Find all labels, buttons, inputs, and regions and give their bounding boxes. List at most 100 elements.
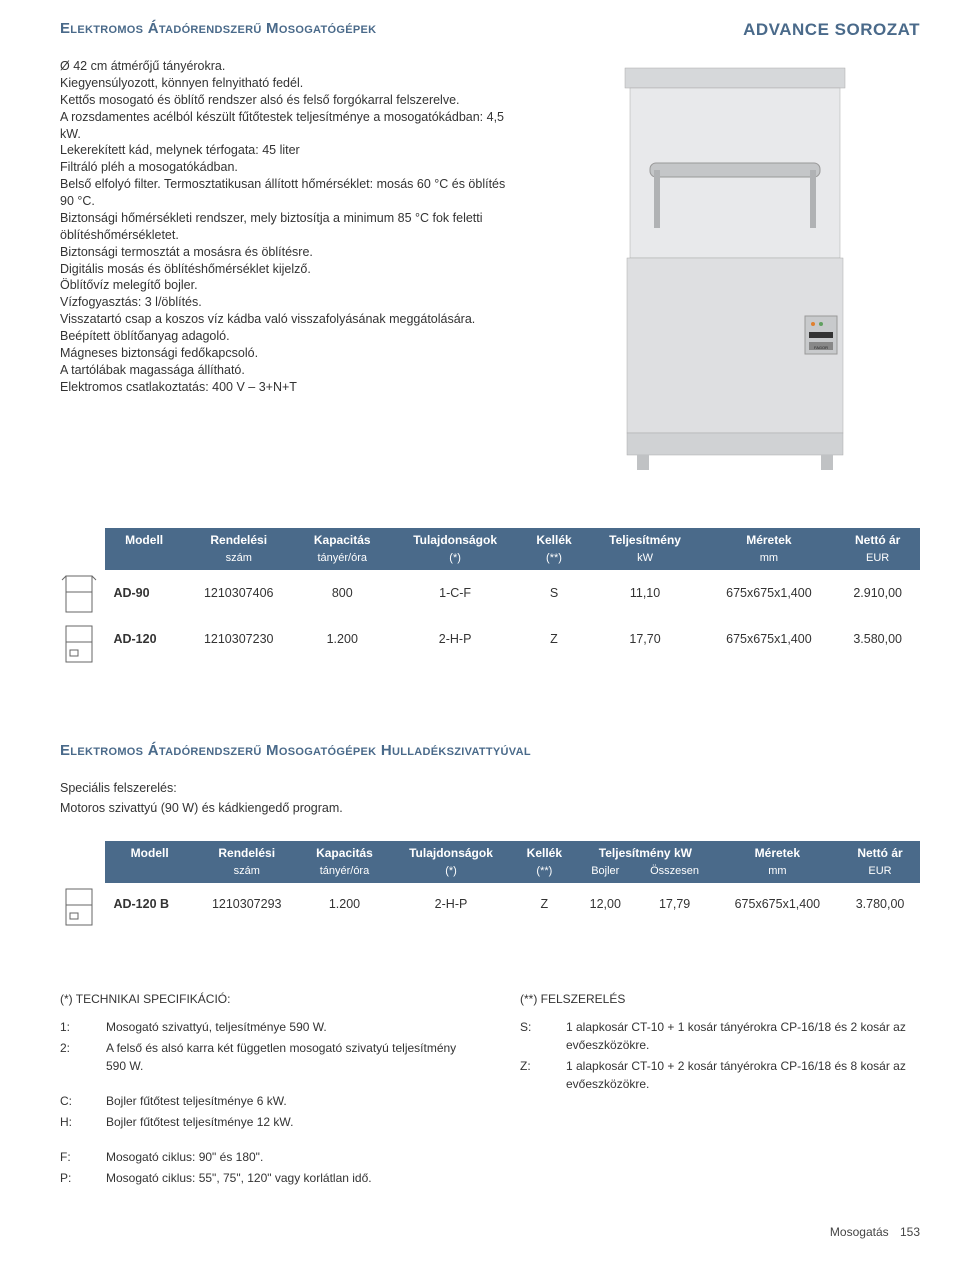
footnote-row: Z:1 alapkosár CT-10 + 2 kosár tányérokra… [520, 1057, 920, 1093]
fn-right-head: (**) FELSZERELÉS [520, 990, 625, 1008]
col-subheader: mm [703, 552, 836, 570]
col-header: Rendelési [194, 841, 300, 865]
product-table-2: ModellRendelésiKapacitásTulajdonságokKel… [105, 841, 920, 925]
desc-line: Lekerekített kád, melynek térfogata: 45 … [60, 142, 520, 159]
cell: Z [513, 883, 576, 925]
col-subheader: tányér/óra [295, 552, 390, 570]
row-icon-3 [60, 885, 105, 935]
col-header: Méretek [715, 841, 840, 865]
footnote-row: C:Bojler fűtőtest teljesítménye 6 kW. [60, 1092, 460, 1110]
cell: 675x675x1,400 [715, 883, 840, 925]
page-footer: Mosogatás 153 [60, 1225, 920, 1239]
col-subheader: Bojler [576, 865, 634, 883]
fn-value: Bojler fűtőtest teljesítménye 12 kW. [106, 1113, 293, 1131]
desc-line: Öblítővíz melegítő bojler. [60, 277, 520, 294]
cell: 1210307293 [194, 883, 300, 925]
col-header: Teljesítmény [588, 528, 703, 552]
cell: 675x675x1,400 [703, 570, 836, 616]
dishwasher-illustration: FAGOR [595, 58, 875, 478]
col-header: Rendelési [183, 528, 295, 552]
fn-left-head: (*) TECHNIKAI SPECIFIKÁCIÓ: [60, 990, 230, 1008]
table-row: AD-12012103072301.2002-H-PZ17,70675x675x… [105, 616, 920, 662]
row-icon-1 [60, 572, 105, 622]
col-subheader: EUR [840, 865, 920, 883]
col-header: Kapacitás [295, 528, 390, 552]
fn-key: F: [60, 1148, 106, 1166]
cell: 11,10 [588, 570, 703, 616]
col-header: Tulajdonságok [389, 841, 512, 865]
fn-value: Mosogató ciklus: 55", 75", 120" vagy kor… [106, 1169, 372, 1187]
footnote-row: P:Mosogató ciklus: 55", 75", 120" vagy k… [60, 1169, 460, 1187]
cell: S [520, 570, 587, 616]
col-header: Kellék [513, 841, 576, 865]
cell: AD-90 [105, 570, 182, 616]
desc-line: Elektromos csatlakoztatás: 400 V – 3+N+T [60, 379, 520, 396]
series-title: ADVANCE SOROZAT [743, 20, 920, 40]
col-subheader: (**) [513, 865, 576, 883]
col-header: Kellék [520, 528, 587, 552]
col-header: Modell [105, 528, 182, 552]
desc-line: A rozsdamentes acélból készült fűtőteste… [60, 109, 520, 143]
cell: 675x675x1,400 [703, 616, 836, 662]
spec-label: Speciális felszerelés: [60, 781, 920, 795]
fn-value: Mosogató ciklus: 90" és 180". [106, 1148, 263, 1166]
cell: 1210307406 [183, 570, 295, 616]
col-subheader: (*) [389, 865, 512, 883]
desc-line: Visszatartó csap a koszos víz kádba való… [60, 311, 520, 328]
col-subheader [105, 552, 182, 570]
cell: 2-H-P [390, 616, 521, 662]
table-row: AD-120 B12103072931.2002-H-PZ12,0017,796… [105, 883, 920, 925]
fn-key: 2: [60, 1039, 106, 1075]
footnote-row: 1:Mosogató szivattyú, teljesítménye 590 … [60, 1018, 460, 1036]
footer-label: Mosogatás [830, 1225, 889, 1239]
col-header: Méretek [703, 528, 836, 552]
cell: 12,00 [576, 883, 634, 925]
footer-pagenum: 153 [900, 1225, 920, 1239]
col-subheader: kW [588, 552, 703, 570]
desc-line: Kettős mosogató és öblítő rendszer alsó … [60, 92, 520, 109]
desc-line: Biztonsági termosztát a mosásra és öblít… [60, 244, 520, 261]
desc-line: Digitális mosás és öblítéshőmérséklet ki… [60, 261, 520, 278]
col-header: Nettó ár [840, 841, 920, 865]
cell: 1.200 [300, 883, 390, 925]
product-description: Ø 42 cm átmérőjű tányérokra.Kiegyensúlyo… [60, 58, 520, 478]
cell: 17,79 [634, 883, 714, 925]
fn-key: S: [520, 1018, 566, 1054]
footnote-row: H:Bojler fűtőtest teljesítménye 12 kW. [60, 1113, 460, 1131]
cell: 17,70 [588, 616, 703, 662]
cell: 2.910,00 [835, 570, 920, 616]
desc-line: Vízfogyasztás: 3 l/öblítés. [60, 294, 520, 311]
fn-value: A felső és alsó karra két független moso… [106, 1039, 460, 1075]
desc-line: Belső elfolyó filter. Termosztatikusan á… [60, 176, 520, 210]
col-subheader: szám [183, 552, 295, 570]
fn-key: H: [60, 1113, 106, 1131]
cell: AD-120 B [105, 883, 193, 925]
fn-value: Bojler fűtőtest teljesítménye 6 kW. [106, 1092, 287, 1110]
col-header: Modell [105, 841, 193, 865]
section2-title: Elektromos Átadórendszerű Mosogatógépek … [60, 742, 920, 759]
desc-line: Beépített öblítőanyag adagoló. [60, 328, 520, 345]
desc-line: A tartólábak magassága állítható. [60, 362, 520, 379]
cell: AD-120 [105, 616, 182, 662]
desc-line: Ø 42 cm átmérőjű tányérokra. [60, 58, 520, 75]
footnote-row: F:Mosogató ciklus: 90" és 180". [60, 1148, 460, 1166]
col-subheader: Összesen [634, 865, 714, 883]
cell: 1.200 [295, 616, 390, 662]
desc-line: Filtráló pléh a mosogatókádban. [60, 159, 520, 176]
cell: 2-H-P [389, 883, 512, 925]
fn-key: C: [60, 1092, 106, 1110]
col-header: Nettó ár [835, 528, 920, 552]
desc-line: Kiegyensúlyozott, könnyen felnyitható fe… [60, 75, 520, 92]
cell: 1210307230 [183, 616, 295, 662]
desc-line: Biztonsági hőmérsékleti rendszer, mely b… [60, 210, 520, 244]
col-subheader: szám [194, 865, 300, 883]
col-subheader: mm [715, 865, 840, 883]
cell: 1-C-F [390, 570, 521, 616]
col-subheader: (**) [520, 552, 587, 570]
col-subheader: tányér/óra [300, 865, 390, 883]
section-title: Elektromos Átadórendszerű Mosogatógépek [60, 20, 376, 37]
fn-key: 1: [60, 1018, 106, 1036]
fn-key: P: [60, 1169, 106, 1187]
fn-value: 1 alapkosár CT-10 + 1 kosár tányérokra C… [566, 1018, 920, 1054]
col-subheader: EUR [835, 552, 920, 570]
